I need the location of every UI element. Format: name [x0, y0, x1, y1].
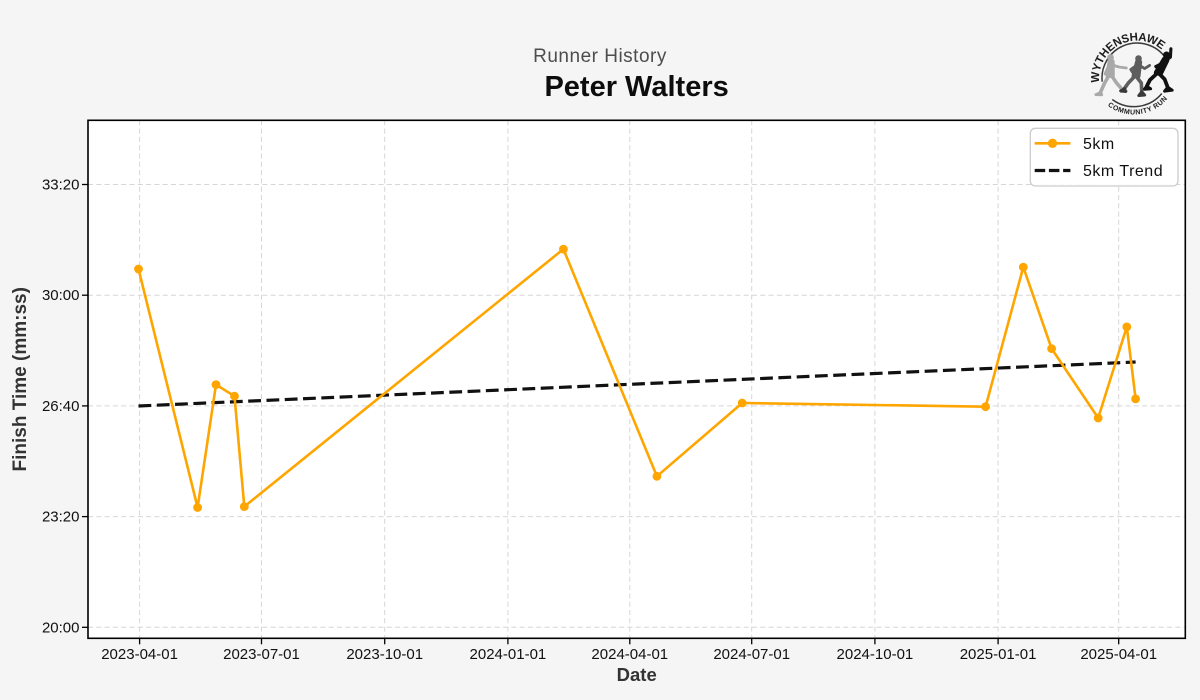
- svg-text:2023-04-01: 2023-04-01: [101, 646, 178, 663]
- svg-text:2024-04-01: 2024-04-01: [591, 646, 668, 663]
- svg-text:Peter Walters: Peter Walters: [544, 71, 728, 103]
- svg-text:20:00: 20:00: [42, 619, 80, 636]
- svg-text:Finish Time (mm:ss): Finish Time (mm:ss): [10, 287, 31, 471]
- svg-text:23:20: 23:20: [42, 509, 80, 526]
- svg-text:2025-04-01: 2025-04-01: [1080, 646, 1157, 663]
- svg-text:Date: Date: [617, 664, 657, 685]
- svg-text:26:40: 26:40: [42, 398, 80, 415]
- svg-text:5km Trend: 5km Trend: [1083, 163, 1163, 180]
- svg-text:5km: 5km: [1083, 136, 1115, 153]
- svg-text:33:20: 33:20: [42, 177, 80, 194]
- svg-text:2024-07-01: 2024-07-01: [713, 646, 790, 663]
- svg-text:2023-07-01: 2023-07-01: [223, 646, 300, 663]
- svg-text:30:00: 30:00: [42, 287, 80, 304]
- svg-text:2023-10-01: 2023-10-01: [346, 646, 423, 663]
- svg-text:2024-10-01: 2024-10-01: [837, 646, 914, 663]
- svg-text:2024-01-01: 2024-01-01: [470, 646, 547, 663]
- svg-text:Runner History: Runner History: [533, 46, 667, 67]
- svg-text:2025-01-01: 2025-01-01: [960, 646, 1037, 663]
